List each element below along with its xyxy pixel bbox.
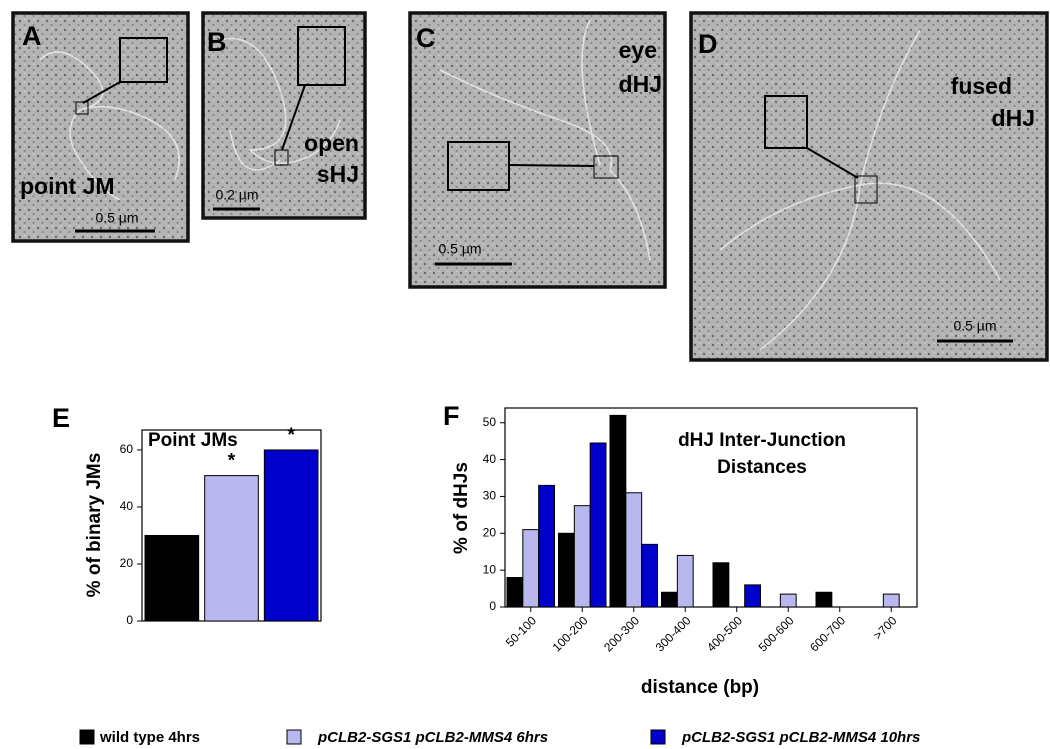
panel-label: F	[443, 401, 460, 431]
y-axis-label: % of dHJs	[451, 462, 472, 554]
y-tick-label: 20	[120, 556, 134, 570]
y-tick-label: 40	[120, 499, 134, 513]
strand	[219, 37, 341, 171]
bar	[882, 593, 900, 608]
chart-title: Distances	[717, 457, 807, 478]
scale-label: 0.5 µm	[95, 210, 138, 226]
scale-label: 0.2 µm	[215, 187, 258, 203]
panel-label: B	[207, 27, 227, 57]
bar	[744, 584, 762, 608]
legend-swatch	[286, 729, 302, 745]
y-tick-label: 40	[483, 452, 497, 466]
y-tick-label: 0	[489, 599, 496, 613]
y-tick-label: 60	[120, 442, 134, 456]
bar	[506, 577, 524, 608]
y-tick-label: 50	[483, 415, 497, 429]
x-tick-label: 100-200	[550, 613, 591, 654]
bar	[144, 534, 200, 622]
bar	[779, 593, 797, 608]
bar	[263, 449, 319, 622]
micrograph-images	[11, 11, 1049, 362]
y-tick-label: 0	[126, 613, 133, 627]
bar	[676, 554, 694, 608]
bar	[609, 414, 627, 608]
x-tick-label: 50-100	[503, 613, 540, 650]
scale-label: 0.5 µm	[953, 318, 996, 334]
significance-mark: *	[287, 425, 295, 446]
micrograph-d	[689, 11, 1049, 362]
inset-source	[274, 149, 289, 166]
legend-label: wild type 4hrs	[99, 729, 200, 746]
x-tick-label: 600-700	[807, 613, 848, 654]
bar	[522, 529, 540, 608]
plot-frame	[504, 407, 918, 608]
bar	[625, 492, 643, 608]
inset	[119, 37, 168, 83]
annotation: dHJ	[992, 105, 1035, 131]
legend-label: pCLB2-SGS1 pCLB2-MMS4 6hrs	[317, 729, 548, 746]
x-tick-label: 400-500	[704, 613, 745, 654]
inset-source	[593, 155, 619, 179]
scale-bars	[75, 207, 1013, 343]
panel-label: A	[22, 21, 42, 51]
annotation: dHJ	[619, 71, 662, 97]
panel-label: C	[416, 23, 436, 53]
bar	[712, 562, 730, 608]
bar	[815, 591, 833, 608]
annotation: sHJ	[317, 161, 359, 187]
annotation: point JM	[20, 173, 115, 199]
inset	[297, 26, 346, 86]
panel-label: E	[52, 403, 70, 433]
y-tick-label: 20	[483, 525, 497, 539]
insets	[75, 26, 878, 204]
scale-label: 0.5 µm	[438, 241, 481, 257]
inset-source	[75, 101, 89, 115]
x-tick-label: 500-600	[756, 613, 797, 654]
x-tick-label: 300-400	[653, 613, 694, 654]
strand	[719, 29, 1001, 351]
legend-label: pCLB2-SGS1 pCLB2-MMS4 10hrs	[681, 729, 920, 746]
strand	[439, 19, 651, 261]
bar	[589, 442, 607, 608]
micrograph-c	[408, 11, 667, 289]
inset-connector	[82, 81, 121, 104]
legend-swatch	[650, 729, 666, 745]
bar	[573, 505, 591, 608]
bar	[661, 591, 678, 608]
dna-strands	[39, 19, 1001, 351]
bar	[641, 543, 659, 608]
strand	[39, 51, 180, 201]
panel-label: D	[698, 29, 718, 59]
chart-title: dHJ Inter-Junction	[678, 430, 846, 451]
x-axis-label: distance (bp)	[641, 677, 759, 698]
micrograph-a	[11, 11, 190, 243]
bar	[558, 532, 575, 608]
annotation: open	[304, 130, 359, 156]
bar	[538, 484, 556, 608]
legend-swatch	[79, 729, 95, 745]
inset-connector	[281, 84, 306, 151]
y-axis-label: % of binary JMs	[84, 453, 105, 598]
annotation: fused	[951, 73, 1012, 99]
y-tick-label: 10	[483, 562, 497, 576]
inset	[764, 95, 808, 149]
chart-title: Point JMs	[148, 430, 238, 451]
micrograph-b	[201, 11, 367, 220]
inset-source	[854, 175, 878, 204]
y-tick-label: 30	[483, 489, 497, 503]
x-tick-label: >700	[871, 613, 900, 642]
inset-connector	[806, 147, 859, 179]
annotation: eye	[619, 37, 657, 63]
x-tick-label: 200-300	[601, 613, 642, 654]
inset-connector	[508, 164, 595, 167]
bar	[204, 475, 259, 622]
significance-mark: *	[228, 451, 236, 472]
